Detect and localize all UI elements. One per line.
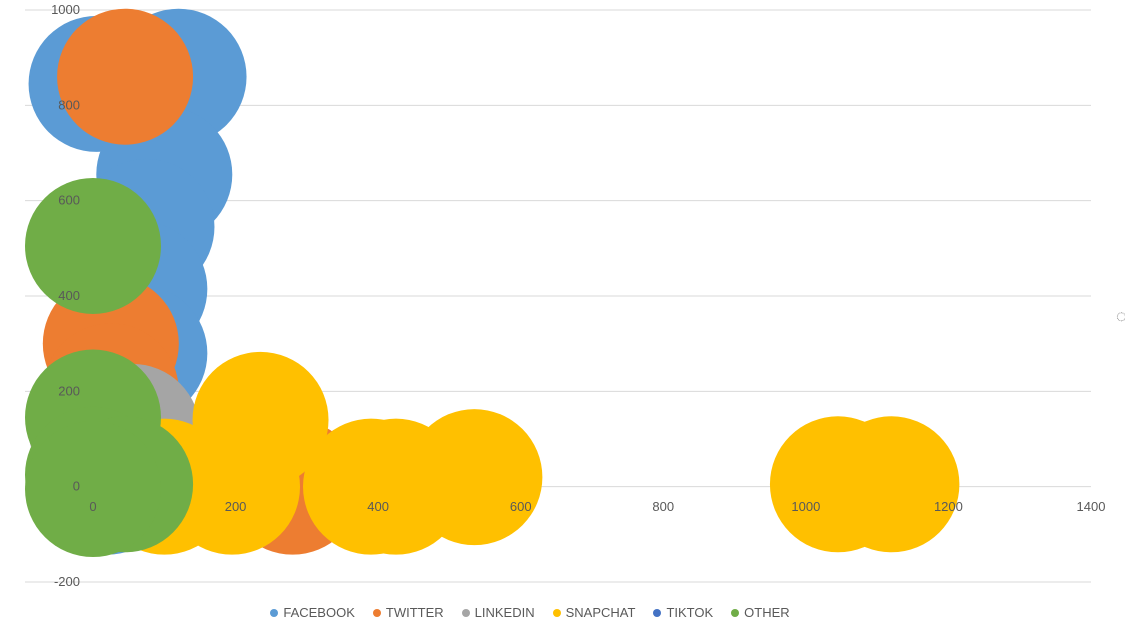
legend-item-twitter[interactable]: TWITTER: [372, 605, 444, 620]
legend-marker: [731, 608, 740, 617]
x-tick-label: 0: [89, 499, 96, 514]
legend-label: TWITTER: [385, 605, 444, 620]
y-tick-label: 0: [73, 479, 80, 494]
bubble-snapchat: [192, 351, 329, 488]
y-tick-label: 200: [58, 383, 80, 398]
y-tick-label: 400: [58, 288, 80, 303]
legend-marker: [372, 608, 381, 617]
bubble-other: [25, 421, 161, 558]
chart-legend: FACEBOOK TWITTER LINKEDIN SNAPCHAT TIKTOK OTH…: [0, 605, 1060, 620]
legend-marker: [270, 608, 279, 617]
scroll-handle-icon[interactable]: ◌: [1116, 306, 1125, 326]
y-tick-label: 600: [58, 193, 80, 208]
y-tick-label: 1000: [51, 2, 80, 17]
bubble-snapchat: [303, 418, 440, 555]
legend-item-other[interactable]: OTHER: [731, 605, 790, 620]
x-tick-label: 800: [652, 499, 674, 514]
legend-label: TIKTOK: [666, 605, 714, 620]
bubble-series: [25, 8, 960, 558]
bubble-twitter: [57, 8, 194, 145]
legend-item-tiktok[interactable]: TIKTOK: [653, 605, 713, 620]
x-tick-label: 400: [367, 499, 389, 514]
y-tick-label: -200: [54, 574, 80, 589]
legend-item-snapchat[interactable]: SNAPCHAT: [552, 605, 636, 620]
x-tick-label: 600: [510, 499, 532, 514]
x-tick-label: 1200: [934, 499, 963, 514]
legend-item-facebook[interactable]: FACEBOOK: [270, 605, 355, 620]
legend-item-linkedin[interactable]: LINKEDIN: [461, 605, 535, 620]
y-tick-label: 800: [58, 97, 80, 112]
y-axis-tick-labels: -200 0 200 400 600 800 1000: [51, 2, 80, 589]
x-tick-label: 1000: [791, 499, 820, 514]
legend-label: FACEBOOK: [283, 605, 355, 620]
legend-marker: [461, 608, 470, 617]
legend-label: LINKEDIN: [474, 605, 535, 620]
x-tick-label: 1400: [1077, 499, 1106, 514]
legend-marker: [552, 608, 561, 617]
x-tick-label: 200: [225, 499, 247, 514]
bubble-snapchat: [406, 409, 543, 546]
bubble-other: [25, 177, 161, 314]
legend-label: OTHER: [744, 605, 790, 620]
x-axis-tick-labels: 0 200 400 600 800 1000 1200 1400: [89, 499, 1105, 514]
legend-label: SNAPCHAT: [565, 605, 636, 620]
bubble-snapchat: [823, 416, 960, 553]
legend-marker: [653, 608, 662, 617]
